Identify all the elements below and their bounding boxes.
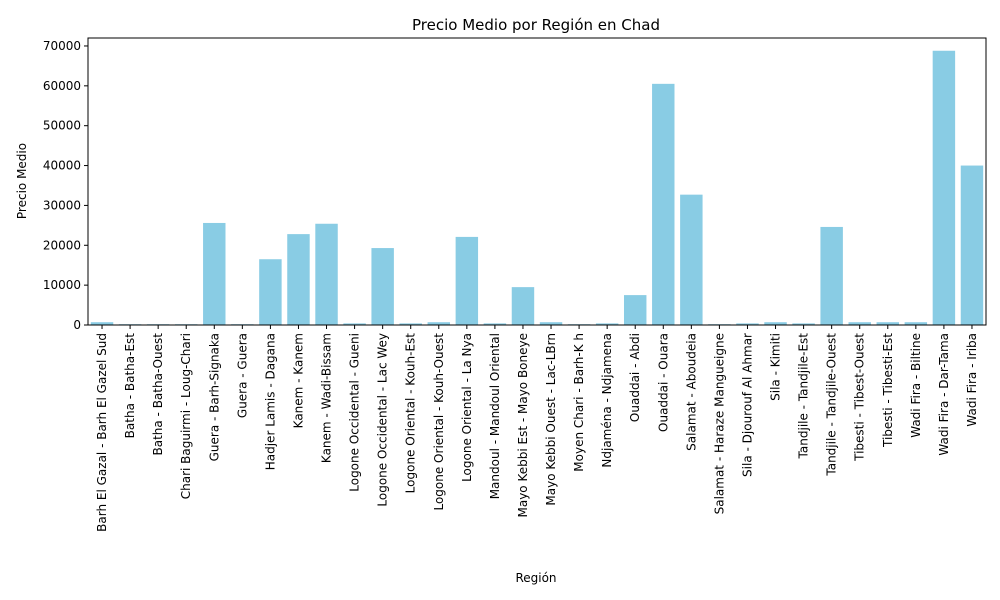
bar-14 (483, 323, 507, 325)
bar-27 (848, 322, 871, 325)
x-tick-label-10: Logone Occidental - Lac Wey (376, 333, 390, 507)
bar-10 (371, 248, 394, 325)
bars-group (90, 50, 984, 326)
x-tick-label-20: Ouaddai - Ouara (656, 333, 670, 432)
bar-18 (595, 323, 619, 325)
y-tick-label-7: 70000 (43, 39, 81, 53)
x-tick-label-13: Logone Oriental - La Nya (460, 333, 474, 482)
bar-11 (399, 323, 422, 325)
bar-8 (315, 223, 338, 325)
x-tick-label-7: Kanem - Kanem (291, 333, 305, 428)
bar-20 (652, 83, 675, 326)
bar-7 (287, 234, 310, 325)
x-tick-label-30: Wadi Fira - Dar-Tama (937, 333, 951, 456)
x-tick-label-22: Salamat - Haraze Mangueigne (712, 333, 726, 514)
x-tick-label-5: Guera - Guera (235, 333, 249, 418)
chart-title: Precio Medio por Región en Chad (412, 16, 660, 34)
x-tick-label-3: Chari Baguirmi - Loug-Chari (179, 333, 193, 499)
x-tick-label-24: Sila - Kimiti (769, 333, 783, 401)
plot-frame (87, 37, 987, 326)
y-axis-label: Precio Medio (15, 143, 29, 219)
x-tick-label-19: Ouaddai - Abdi (628, 333, 642, 422)
y-tick-label-1: 10000 (43, 278, 81, 292)
x-tick-label-21: Salamat - Aboudeia (684, 333, 698, 451)
bar-24 (764, 322, 787, 325)
x-tick-label-17: Moyen Chari - Barh-K h (572, 333, 586, 472)
bar-9 (343, 323, 366, 325)
x-tick-label-28: Tibesti - Tibesti-Est (881, 333, 895, 448)
y-tick-label-3: 30000 (43, 198, 81, 212)
bar-23 (736, 323, 759, 325)
bar-21 (680, 194, 703, 325)
x-tick-label-16: Mayo Kebbi Ouest - Lac-LBrn (544, 333, 558, 506)
x-tick-label-15: Mayo Kebbi Est - Mayo Boneye (516, 333, 530, 518)
x-tick-label-4: Guera - Barh-Signaka (207, 333, 221, 461)
bar-25 (792, 323, 815, 325)
x-tick-label-23: Sila - Djourouf Al Ahmar (740, 333, 754, 477)
x-tick-label-29: Wadi Fira - Biltine (909, 333, 923, 438)
bar-12 (427, 322, 451, 325)
x-tick-label-0: Barh El Gazal - Barh El Gazel Sud (95, 333, 109, 532)
bar-30 (932, 50, 956, 325)
x-tick-label-31: Wadi Fira - Iriba (965, 333, 979, 427)
x-axis-label: Región (515, 571, 556, 585)
bar-0 (90, 322, 114, 325)
x-axis: Barh El Gazal - Barh El Gazel Sud Batha -… (95, 325, 979, 532)
x-tick-label-14: Mandoul - Mandoul Oriental (488, 333, 502, 499)
x-tick-label-9: Logone Occidental - Gueni (348, 333, 362, 492)
bar-16 (539, 322, 563, 325)
y-tick-label-4: 40000 (43, 159, 81, 173)
y-tick-label-2: 20000 (43, 238, 81, 252)
y-tick-label-5: 50000 (43, 119, 81, 133)
y-tick-label-6: 60000 (43, 79, 81, 93)
bar-4 (203, 222, 226, 325)
x-tick-label-26: Tandjile - Tandjile-Ouest (825, 333, 839, 477)
x-tick-label-12: Logone Oriental - Kouh-Ouest (432, 333, 446, 511)
x-tick-label-6: Hadjer Lamis - Dagana (263, 333, 277, 470)
bar-19 (623, 295, 647, 325)
x-tick-label-2: Batha - Batha-Ouest (151, 333, 165, 456)
bar-31 (960, 165, 984, 325)
bar-28 (876, 322, 900, 325)
x-tick-label-18: Ndjaména - Ndjamena (600, 333, 614, 468)
bar-15 (511, 287, 535, 325)
x-tick-label-8: Kanem - Wadi-Bissam (320, 333, 334, 463)
bar-6 (259, 259, 282, 325)
y-tick-label-0: 0 (73, 318, 81, 332)
x-tick-label-1: Batha - Batha-Est (123, 333, 137, 439)
y-axis: 0 10000 20000 30000 40000 50000 60000 70000 (43, 39, 88, 332)
bar-13 (455, 236, 479, 325)
x-tick-label-25: Tandjile - Tandjile-Est (797, 333, 811, 460)
bar-29 (904, 322, 928, 325)
bar-26 (820, 226, 843, 325)
x-tick-label-27: Tibesti - Tibest-Ouest (853, 333, 867, 462)
x-tick-label-11: Logone Oriental - Kouh-Est (404, 333, 418, 494)
